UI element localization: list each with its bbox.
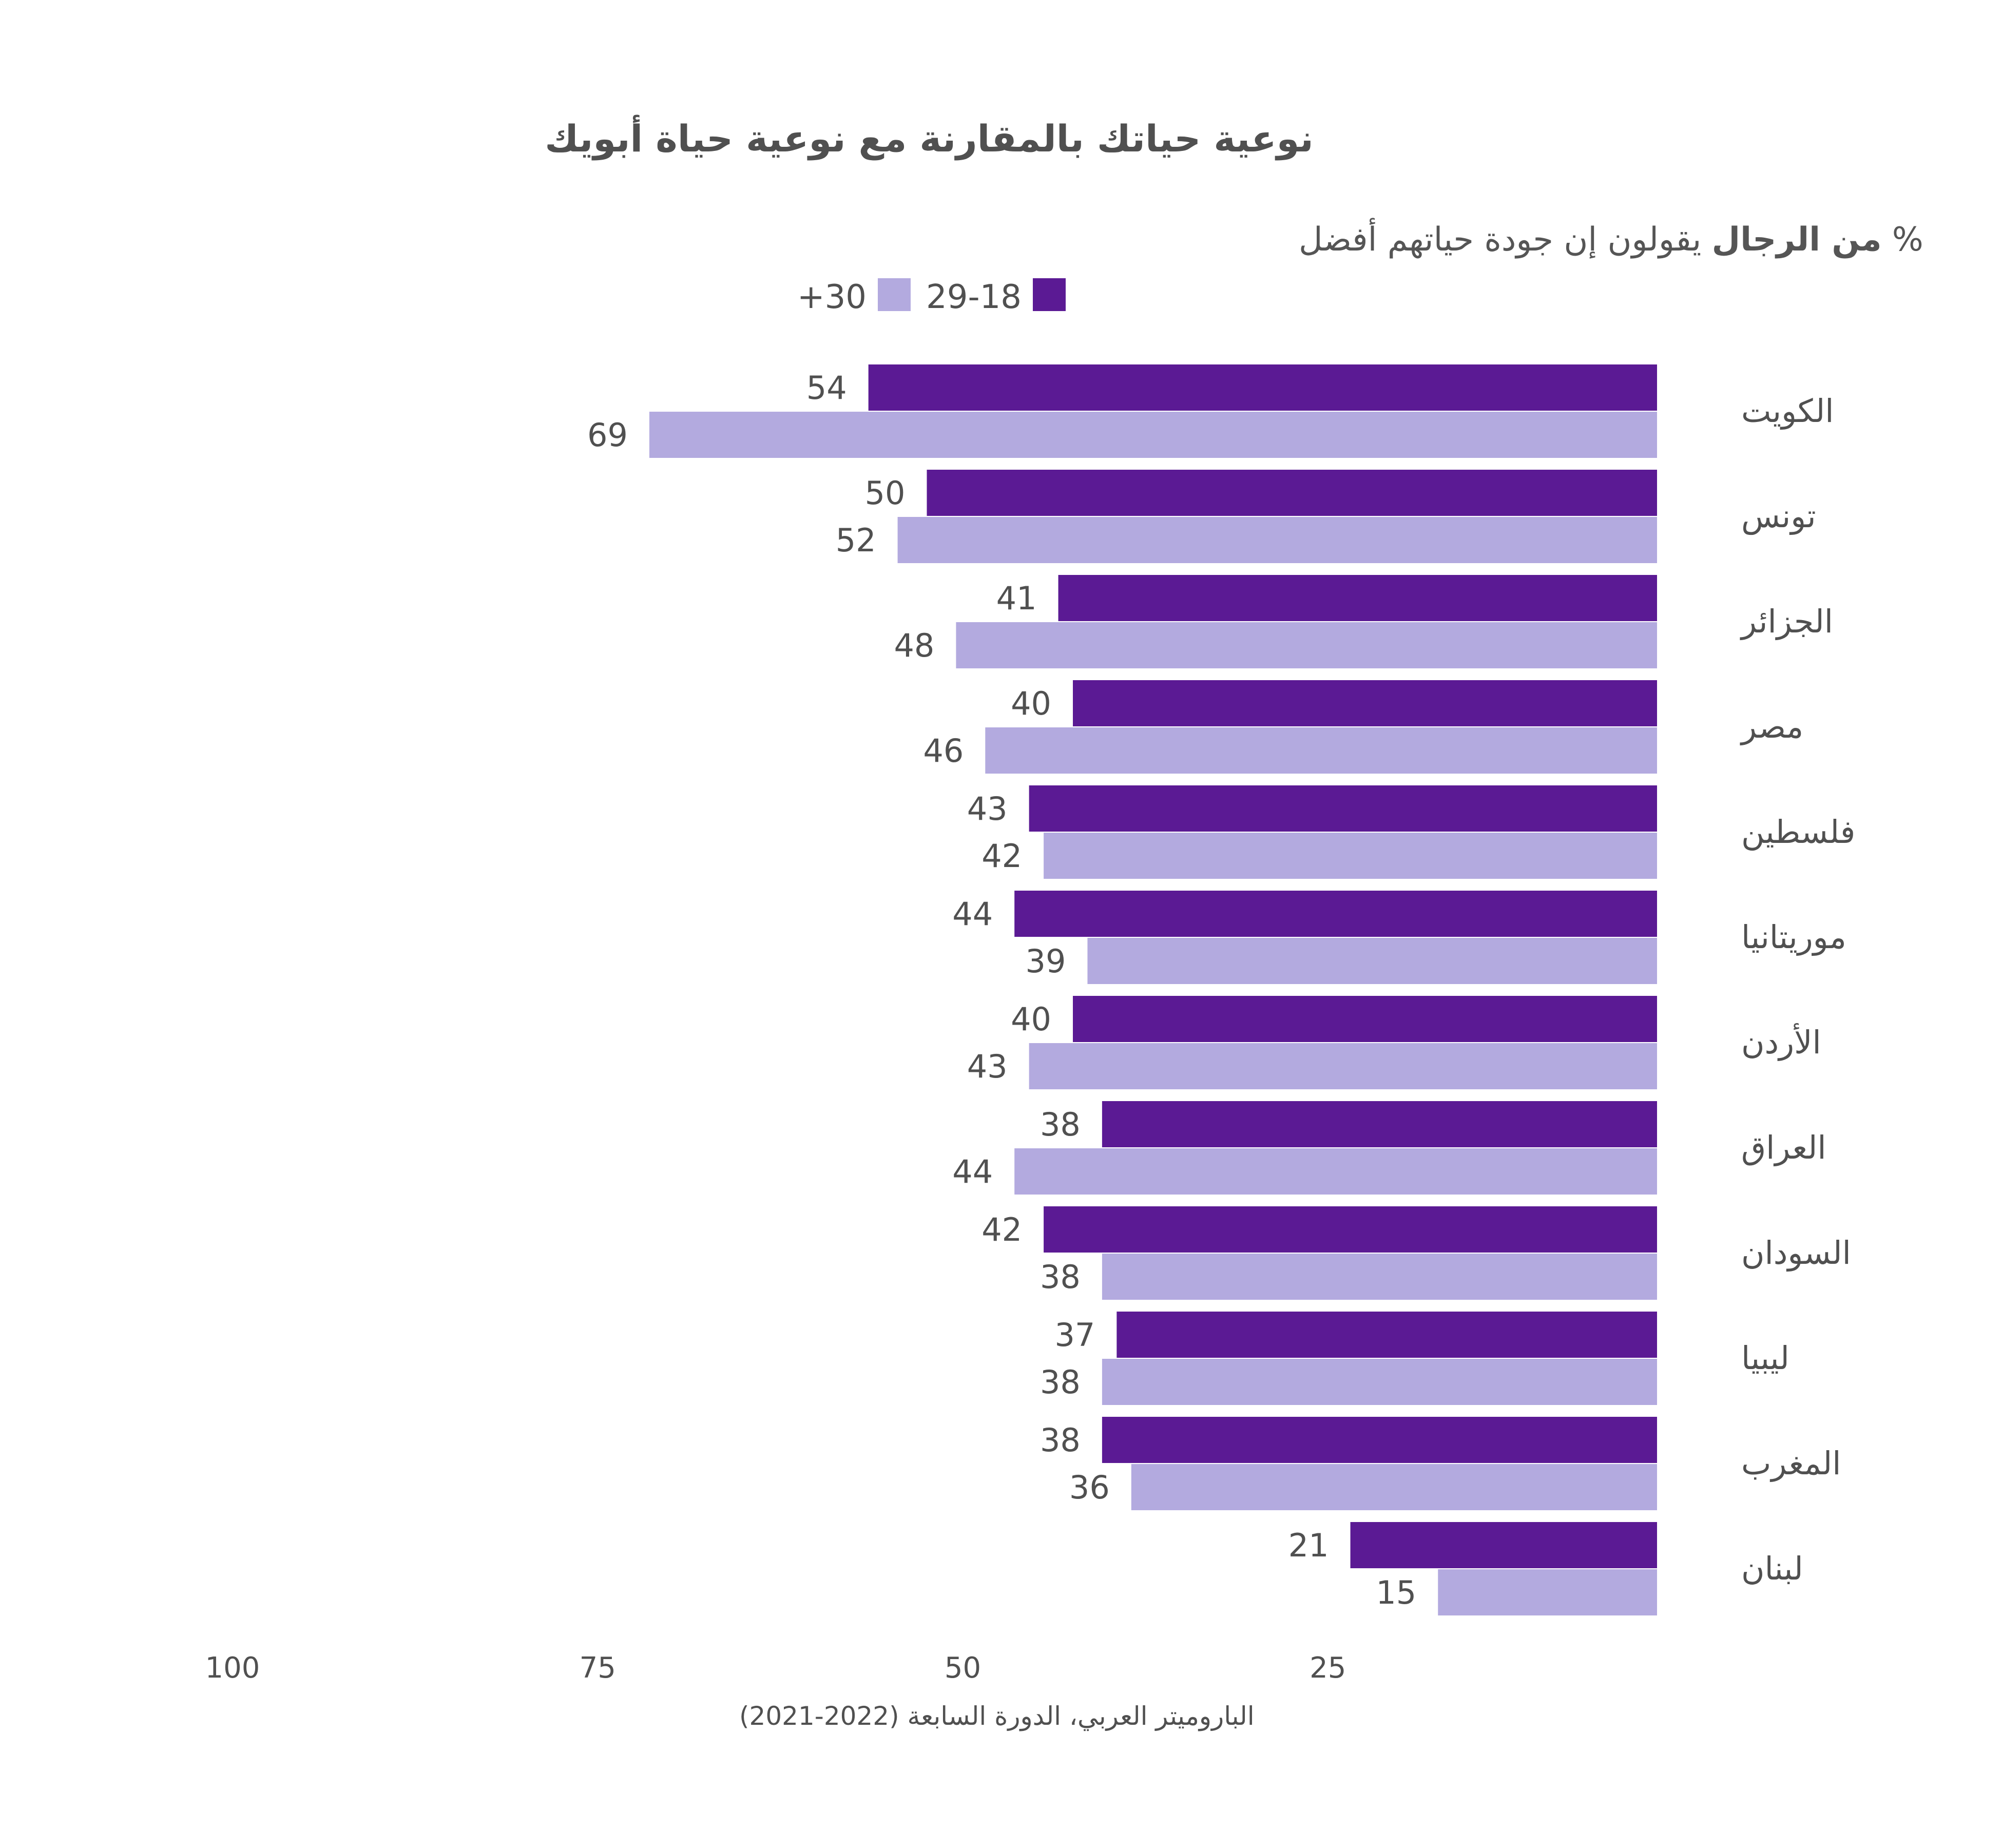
value-label-5-series-1: 39 (1026, 942, 1066, 980)
legend-swatch-18-29 (1033, 278, 1066, 311)
bar-6-series-0 (1073, 996, 1657, 1042)
chart-subtitle: % من الرجال يقولون إن جودة حياتهم أفضل (1299, 218, 1923, 259)
category-label-3: مصر (1740, 708, 1803, 745)
bar-5-series-0 (1014, 891, 1657, 937)
value-label-9-series-0: 37 (1054, 1316, 1095, 1354)
category-label-1: تونس (1741, 497, 1816, 535)
bar-4-series-1 (1044, 833, 1657, 879)
bar-8-series-1 (1102, 1254, 1657, 1300)
x-tick-label-0: 100 (205, 1651, 260, 1685)
value-label-1-series-1: 52 (836, 522, 876, 559)
bar-1-series-1 (897, 517, 1657, 563)
value-label-0-series-1: 69 (587, 416, 628, 454)
category-label-4: فلسطين (1741, 813, 1855, 851)
value-label-9-series-1: 38 (1040, 1363, 1081, 1401)
value-label-4-series-1: 42 (981, 837, 1022, 875)
value-label-10-series-0: 38 (1040, 1421, 1081, 1459)
bar-2-series-1 (956, 622, 1657, 668)
subtitle-rest: يقولون إن جودة حياتهم أفضل (1299, 218, 1701, 259)
bar-9-series-0 (1116, 1312, 1657, 1358)
category-label-10: المغرب (1741, 1445, 1841, 1482)
value-label-0-series-0: 54 (806, 369, 847, 407)
source-note: الباروميتر العربي، الدورة السابعة (2022-… (739, 1701, 1255, 1731)
category-label-7: العراق (1741, 1129, 1826, 1166)
value-label-8-series-1: 38 (1040, 1258, 1081, 1296)
category-label-6: الأردن (1741, 1023, 1821, 1061)
value-label-2-series-0: 41 (996, 580, 1037, 617)
subtitle-pct: % (1892, 221, 1923, 259)
legend-label-30-plus: +30 (797, 278, 867, 316)
legend-swatch-30-plus (878, 278, 911, 311)
legend-label-18-29: 29-18 (926, 278, 1022, 316)
category-label-0: الكويت (1741, 392, 1834, 430)
bar-10-series-1 (1131, 1464, 1657, 1510)
value-label-7-series-1: 44 (952, 1153, 993, 1190)
value-label-5-series-0: 44 (952, 895, 993, 933)
value-labels: 5469505241484046434244394043384442383738… (587, 369, 1416, 1611)
bar-7-series-0 (1102, 1101, 1657, 1147)
value-label-1-series-0: 50 (865, 474, 906, 512)
value-label-11-series-1: 15 (1376, 1574, 1416, 1611)
bar-7-series-1 (1014, 1148, 1657, 1195)
x-tick-label-2: 50 (945, 1651, 981, 1685)
value-label-7-series-0: 38 (1040, 1106, 1081, 1143)
chart-title: نوعية حياتك بالمقارنة مع نوعية حياة أبوي… (545, 114, 1314, 161)
bar-6-series-1 (1029, 1043, 1657, 1089)
category-label-5: موريتانيا (1741, 918, 1846, 956)
legend: 29-18 +30 (797, 278, 1066, 316)
x-tick-label-1: 75 (580, 1651, 616, 1685)
bar-5-series-1 (1087, 938, 1657, 984)
bar-4-series-0 (1029, 785, 1657, 832)
bar-3-series-0 (1073, 680, 1657, 726)
bar-0-series-1 (649, 412, 1657, 458)
category-labels: الكويت تونس الجزائر مصر فلسطين موريتانيا الأرد… (1740, 392, 1855, 1587)
value-label-4-series-0: 43 (967, 790, 1008, 827)
value-label-8-series-0: 42 (981, 1211, 1022, 1248)
value-label-3-series-1: 46 (923, 732, 964, 769)
bar-3-series-1 (985, 727, 1657, 774)
value-label-6-series-1: 43 (967, 1048, 1008, 1085)
bars (649, 364, 1657, 1615)
bar-10-series-0 (1102, 1417, 1657, 1463)
bar-1-series-0 (927, 470, 1657, 516)
category-label-2: الجزائر (1740, 603, 1833, 640)
x-tick-label-3: 25 (1310, 1651, 1346, 1685)
category-label-9: ليبيا (1741, 1339, 1789, 1377)
category-label-11: لبنان (1741, 1550, 1803, 1587)
bar-0-series-0 (868, 364, 1657, 411)
category-label-8: السودان (1741, 1234, 1851, 1272)
bar-11-series-0 (1350, 1522, 1657, 1568)
bar-9-series-1 (1102, 1359, 1657, 1405)
bar-8-series-0 (1044, 1206, 1657, 1253)
bar-11-series-1 (1438, 1569, 1657, 1615)
subtitle-bold: من الرجال (1712, 221, 1882, 259)
bar-2-series-0 (1058, 575, 1657, 621)
value-label-10-series-1: 36 (1069, 1469, 1110, 1506)
value-label-2-series-1: 48 (894, 627, 934, 664)
value-label-3-series-0: 40 (1011, 685, 1051, 722)
value-label-11-series-0: 21 (1288, 1527, 1329, 1564)
value-label-6-series-0: 40 (1011, 1000, 1051, 1038)
x-axis-ticks: 100 75 50 25 (205, 1651, 1346, 1685)
